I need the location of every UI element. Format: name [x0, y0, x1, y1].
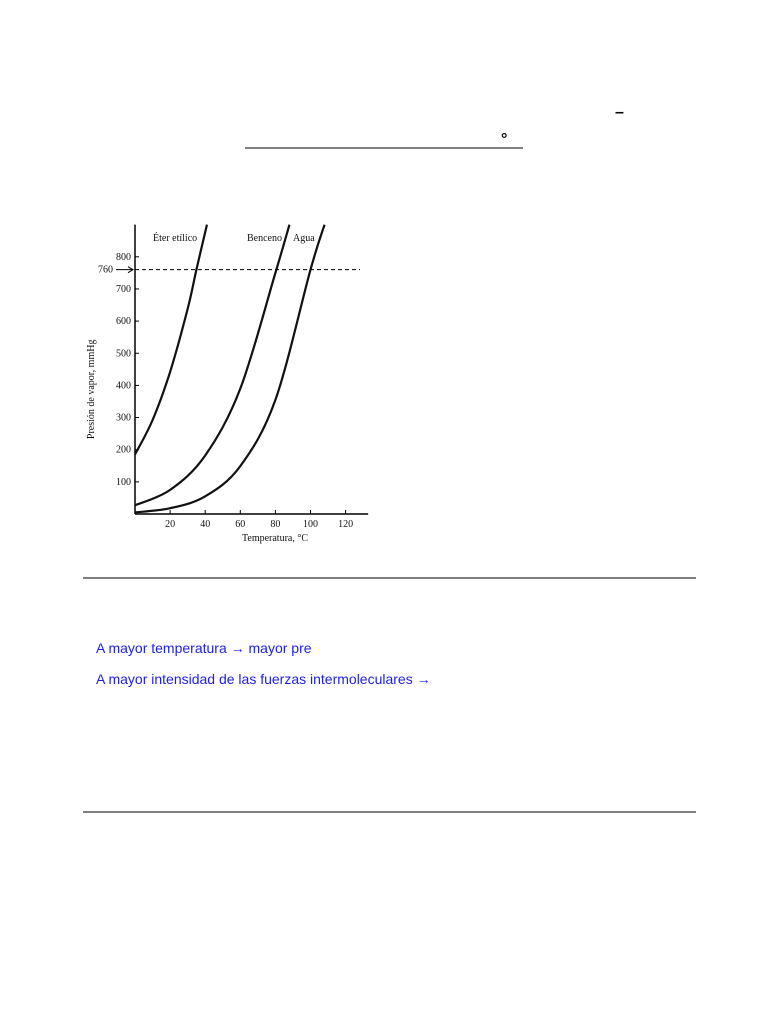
x-tick-label: 20: [165, 519, 175, 530]
y-tick-label: 500: [116, 348, 131, 359]
series-label: Benceno: [247, 233, 282, 244]
y-tick-label: 700: [116, 284, 131, 295]
degree-mark: °: [501, 131, 507, 148]
y-axis-label: Presión de vapor, mmHg: [86, 340, 97, 440]
x-tick-label: 60: [235, 519, 245, 530]
dash-mark: –: [615, 104, 624, 121]
x-tick-label: 80: [270, 519, 280, 530]
series-label: Éter etílico: [153, 232, 197, 244]
y-tick-label: 800: [116, 252, 131, 263]
x-tick-label: 100: [303, 519, 318, 530]
curve: [134, 224, 291, 507]
curve: [134, 224, 326, 514]
x-tick-label: 120: [338, 519, 353, 530]
text-line: A mayor temperatura → mayor pre: [96, 640, 312, 656]
reference-arrow: [116, 266, 134, 274]
curve: [134, 224, 209, 456]
reference-label: 760: [98, 265, 113, 276]
chart: 20 40 60 80 100 120 100 200 300 400 500 600 700 80076…: [86, 224, 369, 544]
y-tick-label: 100: [116, 477, 131, 488]
text-line: A mayor intensidad de las fuerzas interm…: [96, 671, 431, 687]
x-tick-label: 40: [200, 519, 210, 530]
y-tick-label: 400: [116, 380, 131, 391]
y-tick-label: 200: [116, 445, 131, 456]
y-tick-label: 600: [116, 316, 131, 327]
series-label: Agua: [293, 233, 315, 244]
x-axis-label: Temperatura, °C: [242, 533, 308, 544]
y-tick-label: 300: [116, 413, 131, 424]
